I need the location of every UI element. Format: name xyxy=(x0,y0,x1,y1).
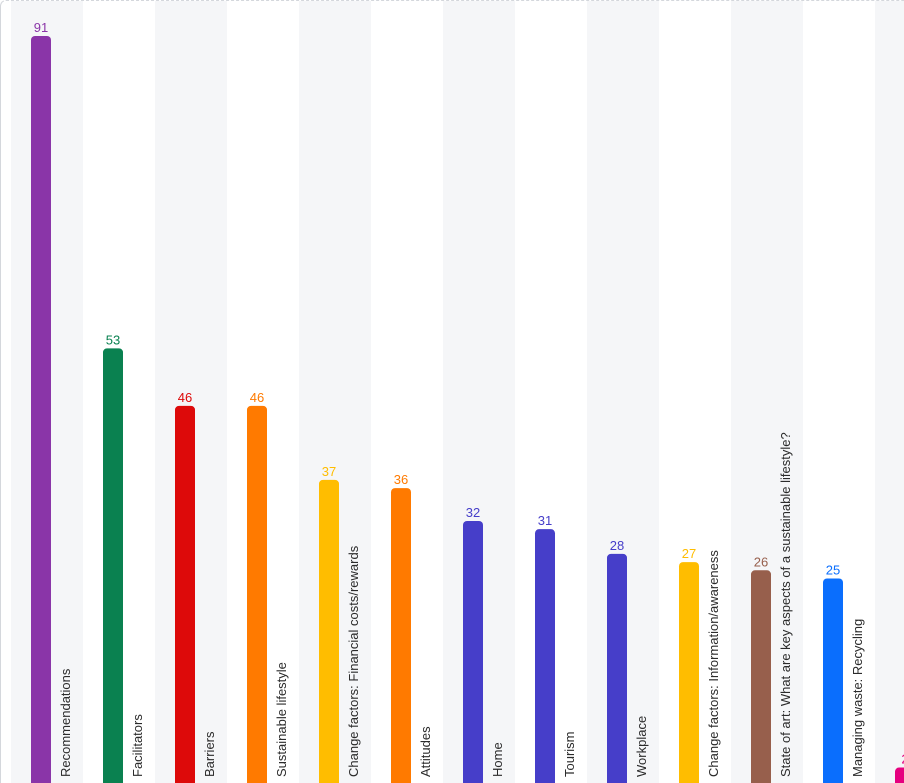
value-label: 46 xyxy=(250,390,264,405)
bar[interactable] xyxy=(607,553,627,783)
value-label: 26 xyxy=(754,554,768,569)
category-label: Recommendations xyxy=(58,668,73,777)
category-label: Facilitators xyxy=(130,714,145,777)
value-label: 28 xyxy=(610,538,624,553)
category-label: Sustainable lifestyle xyxy=(274,662,289,777)
bar[interactable] xyxy=(319,479,339,783)
value-label: 36 xyxy=(394,472,408,487)
column-stripe xyxy=(875,1,904,783)
bar[interactable] xyxy=(679,562,699,783)
value-label: 37 xyxy=(322,464,336,479)
bar[interactable] xyxy=(247,405,267,783)
value-label: 32 xyxy=(466,505,480,520)
category-label: State of art: What are key aspects of a … xyxy=(778,432,793,777)
category-label: Change factors: Information/awareness xyxy=(706,550,721,777)
bar[interactable] xyxy=(535,529,555,783)
value-label: 53 xyxy=(106,332,120,347)
value-label: 2 xyxy=(901,752,904,767)
bar[interactable] xyxy=(463,520,483,783)
category-label: Barriers xyxy=(202,731,217,777)
value-label: 46 xyxy=(178,390,192,405)
category-label: Tourism xyxy=(562,731,577,777)
bar[interactable] xyxy=(31,36,51,783)
category-label: Home xyxy=(490,742,505,777)
value-label: 27 xyxy=(682,546,696,561)
value-label: 91 xyxy=(34,20,48,35)
bar[interactable] xyxy=(175,405,195,783)
value-label: 31 xyxy=(538,513,552,528)
bar[interactable] xyxy=(103,348,123,783)
category-label: Managing waste: Recycling xyxy=(850,619,865,777)
bar[interactable] xyxy=(895,767,904,783)
bar[interactable] xyxy=(391,488,411,783)
bar[interactable] xyxy=(751,570,771,783)
category-label: Workplace xyxy=(634,716,649,777)
category-label: Change factors: Financial costs/rewards xyxy=(346,545,361,777)
category-label: Attitudes xyxy=(418,726,433,777)
value-label: 25 xyxy=(826,563,840,578)
bar[interactable] xyxy=(823,578,843,783)
